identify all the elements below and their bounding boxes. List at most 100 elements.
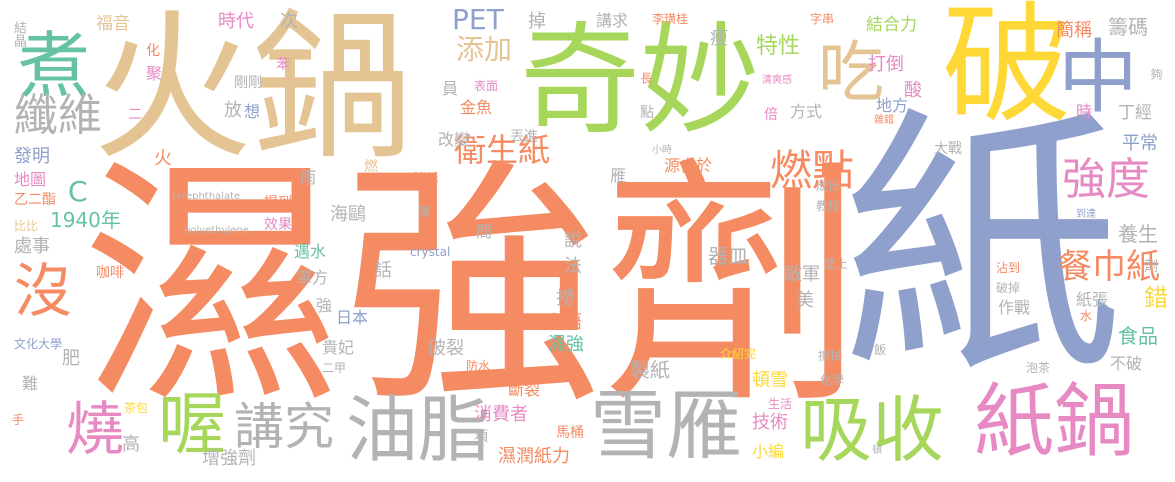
word-56: 雁 xyxy=(610,166,627,185)
word-43: 養生 xyxy=(1118,222,1158,246)
word-92: 地圖 xyxy=(14,170,47,189)
word-86: 火 xyxy=(154,148,172,169)
word-1: 紙 xyxy=(842,85,1122,411)
word-36: 字串 xyxy=(810,12,835,26)
word-28: C xyxy=(68,175,88,208)
word-0: 濕強劑 xyxy=(82,137,862,439)
word-104: 提到 xyxy=(264,195,292,211)
word-62: 斷裂 xyxy=(508,380,541,399)
word-110: 燃 xyxy=(364,159,378,175)
word-99: 難 xyxy=(22,374,39,393)
word-61: 馬桶 xyxy=(556,425,584,441)
word-55: 源自於 xyxy=(664,156,713,175)
word-125: 生活 xyxy=(768,397,793,411)
word-85: 二 xyxy=(128,107,142,123)
word-34: 講求 xyxy=(596,11,629,30)
word-113: 小時 xyxy=(652,145,672,156)
word-12: 吸收 xyxy=(800,388,945,472)
word-127: 功效 xyxy=(560,369,585,383)
word-32: 次 xyxy=(280,11,298,32)
word-116: 教授 xyxy=(816,199,841,213)
word-128: 二甲 xyxy=(322,361,347,375)
word-130: 倍 xyxy=(764,107,778,123)
word-90: 聚 xyxy=(146,64,163,83)
word-77: 貴妃 xyxy=(322,338,355,357)
word-47: 美 xyxy=(796,290,814,311)
word-45: 不破 xyxy=(1110,354,1143,373)
word-83: 放 xyxy=(224,100,242,121)
word-78: 遇水 xyxy=(294,242,327,261)
word-19: 衛生紙 xyxy=(454,131,551,169)
word-10: 雪雁 xyxy=(590,381,742,470)
word-88: 苯 xyxy=(276,57,290,73)
word-11: 油脂 xyxy=(346,388,491,472)
word-60: 項 xyxy=(474,429,488,445)
word-87: 剛剛 xyxy=(234,75,262,91)
word-139: 劑 xyxy=(1144,259,1158,275)
word-33: 掉 xyxy=(528,11,546,32)
word-63: 破裂 xyxy=(428,338,464,359)
word-35: 李璜桂 xyxy=(652,12,689,26)
word-91: 發明 xyxy=(14,146,50,167)
word-124: 介紹完 xyxy=(720,347,757,361)
word-109: 濾紙 xyxy=(414,171,439,185)
word-39: 酸 xyxy=(901,80,922,98)
word-74: 員 xyxy=(439,80,458,96)
word-94: 比比 xyxy=(14,219,39,233)
word-112: 化工系 xyxy=(540,213,577,227)
word-101: 茶包 xyxy=(124,401,149,415)
word-2: 火鍋 xyxy=(92,0,413,181)
word-41: 丁經 xyxy=(1118,103,1152,123)
word-120: 到達 xyxy=(1076,209,1096,220)
word-118: 沾到 xyxy=(996,261,1021,275)
word-49: 紙張 xyxy=(1076,290,1109,309)
word-132: 長 xyxy=(639,72,653,84)
word-82: 雨 xyxy=(300,168,317,187)
word-81: 強 xyxy=(316,296,333,315)
word-9: 紙鍋 xyxy=(974,375,1134,468)
word-102: 高 xyxy=(122,434,140,455)
word-53: 小編 xyxy=(752,442,785,461)
word-95: 處事 xyxy=(14,236,50,257)
word-22: 結合力 xyxy=(866,15,917,35)
word-100: 手 xyxy=(12,413,25,427)
word-4: 破 xyxy=(942,0,1073,141)
word-44: 食品 xyxy=(1118,324,1158,348)
word-16: 講究 xyxy=(234,398,334,456)
word-133: 時 xyxy=(1076,102,1093,121)
word-72: 丟進 xyxy=(510,129,538,145)
word-107: terephthalate xyxy=(172,191,241,202)
word-69: 間 xyxy=(476,222,493,241)
word-119: 破掉 xyxy=(996,281,1021,295)
word-51: 頓雪 xyxy=(752,370,788,391)
word-79: 軍方 xyxy=(296,268,329,287)
word-54: 器皿 xyxy=(708,244,748,268)
word-29: 時代 xyxy=(218,11,254,32)
word-135: 雜錯 xyxy=(874,115,894,126)
word-137: 頓 xyxy=(872,445,882,456)
word-80: 話 xyxy=(374,260,392,281)
word-65: 濕強 xyxy=(548,334,584,355)
word-105: 效果 xyxy=(264,217,292,233)
word-73: 表面 xyxy=(474,79,499,93)
word-66: 撈 xyxy=(556,288,574,309)
word-96: 咖啡 xyxy=(96,265,124,281)
word-50: 作戰 xyxy=(998,298,1031,317)
word-114: 大戰 xyxy=(934,141,962,157)
word-23: 簡稱 xyxy=(1056,20,1092,41)
word-42: 平常 xyxy=(1122,133,1158,154)
word-3: 奇妙 xyxy=(520,12,760,151)
word-38: 打倒 xyxy=(868,54,904,75)
word-121: 化學 xyxy=(820,373,845,387)
word-136: 飯 xyxy=(874,343,887,357)
word-93: 乙二酯 xyxy=(14,192,56,208)
word-14: 燒 xyxy=(66,395,125,463)
word-46: 錯 xyxy=(1144,284,1168,312)
word-115: 成份 xyxy=(816,179,841,193)
word-57: 製紙 xyxy=(630,358,670,382)
word-17: 強度 xyxy=(1062,154,1150,205)
word-108: polyethylene xyxy=(184,225,249,236)
word-37: 瘦 xyxy=(707,28,728,46)
word-126: 防水 xyxy=(466,359,491,373)
